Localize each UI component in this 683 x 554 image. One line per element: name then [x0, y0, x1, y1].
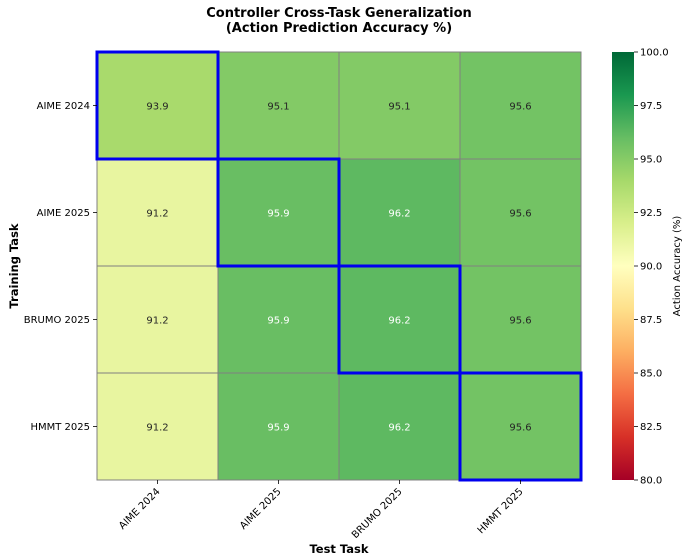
cell-value-label: 95.6 — [509, 209, 531, 220]
cell-value-label: 91.2 — [146, 316, 168, 327]
chart-title: Controller Cross-Task Generalization — [206, 6, 472, 21]
heatmap-cell — [338, 158, 461, 267]
y-tick-label: AIME 2025 — [37, 208, 90, 219]
cell-value-label: 96.2 — [388, 423, 410, 434]
y-axis-label: Training Task — [7, 223, 21, 308]
heatmap-cell — [96, 51, 219, 160]
colorbar-label: Action Accuracy (%) — [672, 216, 683, 317]
heatmap-cell — [217, 265, 340, 374]
cell-value-label: 95.9 — [267, 209, 289, 220]
colorbar-tick-label: 82.5 — [640, 422, 662, 433]
colorbar-tick-label: 90.0 — [640, 262, 662, 273]
heatmap-cells: 93.9 95.1 95.1 95.6 91.2 95.9 96.2 95.6 91.2 95.9… — [96, 51, 582, 481]
y-tick-label: AIME 2024 — [37, 101, 90, 112]
chart-subtitle: (Action Prediction Accuracy %) — [226, 21, 452, 36]
colorbar-tick-label: 92.5 — [640, 208, 662, 219]
x-tick-label: AIME 2025 — [238, 486, 284, 532]
colorbar-tick-label: 97.5 — [640, 101, 662, 112]
cell-value-label: 95.1 — [267, 102, 289, 113]
heatmap-cell — [217, 372, 340, 481]
highlight-box — [337, 264, 462, 375]
heatmap-cell — [217, 158, 340, 267]
x-tick-label: AIME 2024 — [117, 486, 163, 532]
colorbar-tick-label: 95.0 — [640, 155, 662, 166]
heatmap-cell — [217, 51, 340, 160]
cell-value-label: 91.2 — [146, 209, 168, 220]
cell-value-label: 93.9 — [146, 102, 168, 113]
x-axis-ticks: AIME 2024 AIME 2025 BRUMO 2025 HMMT 2025 — [117, 480, 526, 541]
x-tick-label: BRUMO 2025 — [350, 486, 405, 541]
heatmap-cell — [459, 372, 582, 481]
y-tick-label: BRUMO 2025 — [24, 315, 90, 326]
cell-value-label: 95.6 — [509, 316, 531, 327]
cell-value-label: 95.6 — [509, 423, 531, 434]
heatmap-cell — [459, 51, 582, 160]
cell-value-label: 95.1 — [388, 102, 410, 113]
colorbar-tick-label: 100.0 — [640, 48, 669, 59]
heatmap-cell — [96, 265, 219, 374]
colorbar-tick-label: 80.0 — [640, 476, 662, 487]
x-axis-label: Test Task — [309, 542, 368, 554]
highlight-box — [216, 157, 341, 268]
cell-value-label: 91.2 — [146, 423, 168, 434]
heatmap-cell — [459, 265, 582, 374]
cell-value-label: 96.2 — [388, 209, 410, 220]
x-tick-label: HMMT 2025 — [476, 486, 526, 536]
colorbar-ticks: 80.0 82.5 85.0 87.5 90.0 92.5 95.0 97.5 100.0 — [634, 48, 669, 487]
cell-value-label: 96.2 — [388, 316, 410, 327]
heatmap-cell — [338, 372, 461, 481]
y-tick-label: HMMT 2025 — [30, 422, 90, 433]
colorbar-tick-label: 87.5 — [640, 315, 662, 326]
colorbar-tick-label: 85.0 — [640, 369, 662, 380]
cell-value-label: 95.6 — [509, 102, 531, 113]
cell-value-label: 95.9 — [267, 423, 289, 434]
cell-value-label: 95.9 — [267, 316, 289, 327]
y-axis-ticks: AIME 2024 AIME 2025 BRUMO 2025 HMMT 2025 — [24, 101, 97, 433]
heatmap-cell — [459, 158, 582, 267]
colorbar — [612, 52, 634, 480]
